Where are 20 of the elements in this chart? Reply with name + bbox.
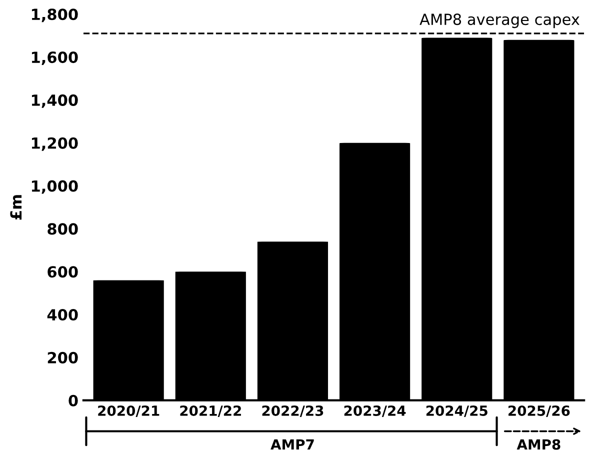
x-tick-label: 2020/21 <box>98 405 160 418</box>
ref-line-label: AMP8 average capex <box>420 14 580 28</box>
y-tick-label: 200 <box>48 352 78 364</box>
y-tick-label: 400 <box>47 308 78 321</box>
y-tick-label: 1,800 <box>32 8 78 22</box>
y-tick-label: 600 <box>48 266 78 278</box>
y-tick-label: 1,000 <box>32 180 78 194</box>
y-tick-label: 0 <box>68 394 78 406</box>
y-tick-label: 1,400 <box>32 94 78 108</box>
x-tick-label: 2022/23 <box>262 405 324 418</box>
text: AMP8 <box>516 439 560 450</box>
text: AMP7 <box>270 439 314 450</box>
y-tick-label: 1,200 <box>32 137 78 151</box>
x-tick-label: 2021/22 <box>180 405 241 418</box>
y-tick-label: 1,600 <box>32 52 78 66</box>
y-axis-title: £m <box>10 195 22 220</box>
y-tick-label: 800 <box>48 223 78 235</box>
x-tick-label: 2024/25 <box>426 405 488 418</box>
x-tick-label: 2023/24 <box>344 405 406 418</box>
x-tick-label: 2025/26 <box>508 405 570 418</box>
